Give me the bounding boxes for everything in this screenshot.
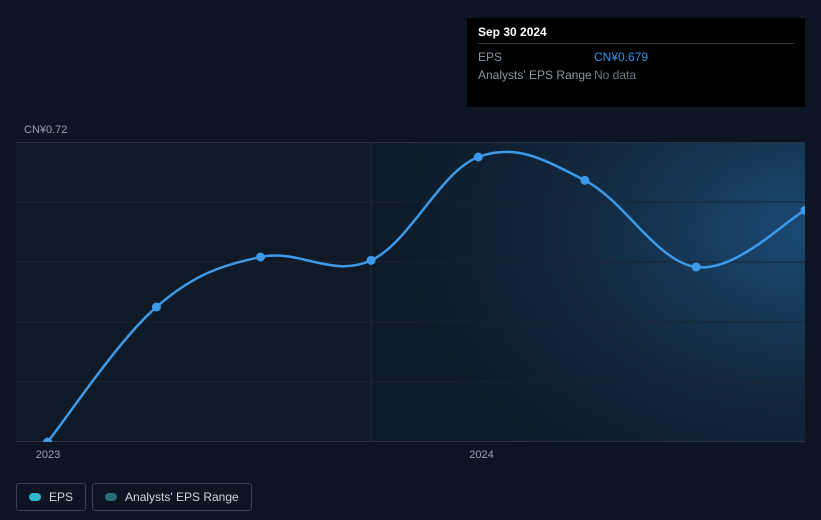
- legend-label-eps: EPS: [49, 490, 73, 504]
- chart-svg: [16, 142, 805, 442]
- tooltip-row-range: Analysts' EPS Range No data: [478, 66, 794, 84]
- x-axis-label-2024: 2024: [469, 449, 493, 461]
- tooltip-row-eps: EPS CN¥0.679: [478, 48, 794, 66]
- y-axis-label-top: CN¥0.72: [24, 124, 67, 136]
- legend-swatch-eps: [29, 493, 41, 501]
- tooltip-value-range: No data: [594, 68, 636, 82]
- x-axis-label-2023: 2023: [36, 449, 60, 461]
- eps-chart[interactable]: [16, 142, 805, 442]
- chart-tooltip: Sep 30 2024 EPS CN¥0.679 Analysts' EPS R…: [467, 18, 805, 107]
- tooltip-date: Sep 30 2024: [478, 25, 794, 44]
- legend-swatch-range: [105, 493, 117, 501]
- tooltip-label-range: Analysts' EPS Range: [478, 68, 594, 82]
- legend-item-range[interactable]: Analysts' EPS Range: [92, 483, 252, 511]
- legend-label-range: Analysts' EPS Range: [125, 490, 239, 504]
- tooltip-value-eps: CN¥0.679: [594, 50, 648, 64]
- tooltip-label-eps: EPS: [478, 50, 594, 64]
- legend-item-eps[interactable]: EPS: [16, 483, 86, 511]
- chart-legend: EPS Analysts' EPS Range: [16, 483, 252, 511]
